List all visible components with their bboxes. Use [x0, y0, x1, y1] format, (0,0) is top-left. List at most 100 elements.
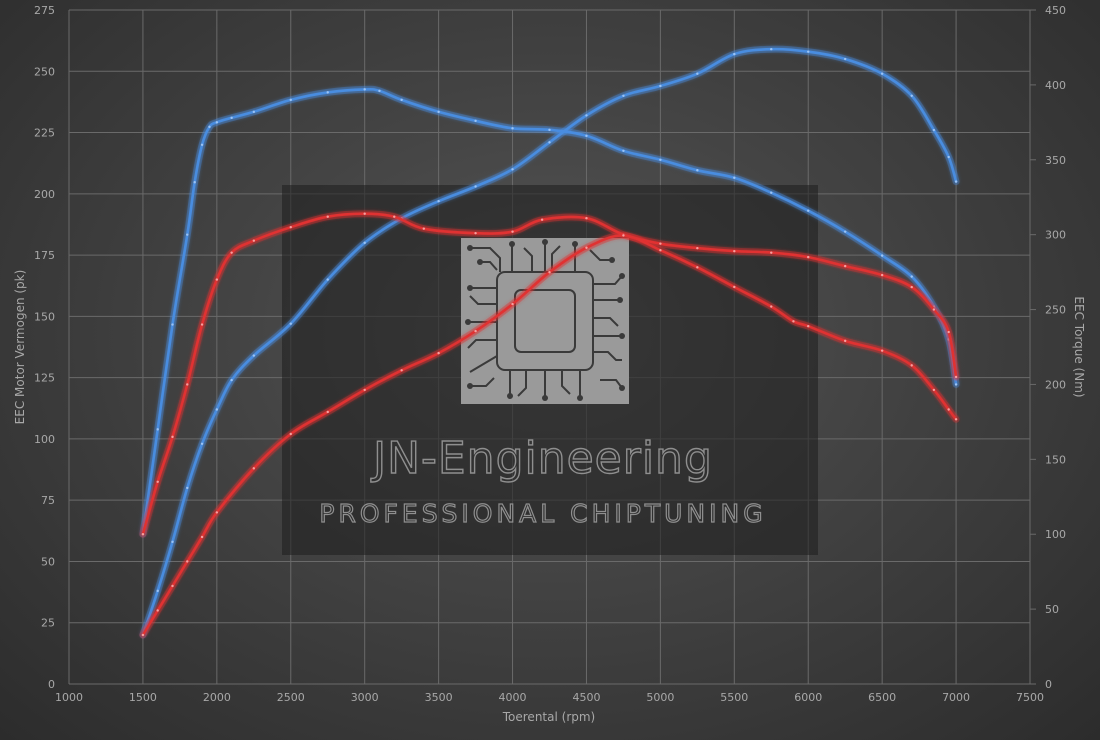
- series-3-point: [548, 271, 551, 274]
- series-0-point: [326, 91, 329, 94]
- series-0-point: [622, 149, 625, 152]
- series-0-point: [208, 125, 211, 129]
- y-left-tick-label: 25: [41, 617, 55, 630]
- series-2-point: [156, 480, 159, 483]
- series-3-point: [770, 305, 773, 308]
- y-left-tick-label: 0: [48, 678, 55, 691]
- y-left-tick-label: 75: [41, 494, 55, 507]
- series-0-point: [474, 119, 477, 123]
- series-1-point: [326, 278, 329, 281]
- series-2-point: [659, 242, 662, 245]
- series-0-point: [807, 209, 810, 212]
- series-0-point: [200, 143, 204, 146]
- series-2-point: [363, 212, 366, 215]
- series-3-point: [585, 246, 588, 249]
- x-tick-label: 3500: [425, 691, 453, 704]
- series-1-point: [947, 155, 950, 159]
- series-3-point: [156, 609, 159, 612]
- series-2-point: [511, 230, 514, 233]
- series-3-point: [622, 234, 625, 237]
- series-3-point: [954, 418, 958, 421]
- series-3-point: [474, 329, 477, 333]
- x-tick-label: 7000: [942, 691, 970, 704]
- watermark-subtitle: Professional chiptuning: [319, 499, 766, 528]
- series-0-point: [954, 383, 958, 386]
- series-2-point: [252, 239, 256, 242]
- watermark-title: JN-Engineering: [370, 433, 713, 484]
- x-tick-label: 7500: [1016, 691, 1044, 704]
- series-0-point: [880, 254, 884, 257]
- series-1-point: [585, 114, 588, 117]
- series-0-point: [659, 158, 662, 161]
- series-2-point: [932, 308, 936, 311]
- y-left-tick-label: 150: [34, 310, 55, 323]
- series-1-point: [156, 589, 159, 593]
- series-3-point: [215, 511, 219, 514]
- series-3-point: [186, 560, 189, 563]
- y-left-tick-label: 225: [34, 127, 55, 140]
- series-1-point: [230, 378, 233, 382]
- y-right-tick-label: 450: [1045, 4, 1066, 17]
- series-3-point: [511, 302, 514, 306]
- series-3-point: [932, 388, 936, 392]
- y-right-tick-label: 350: [1045, 154, 1066, 167]
- y-right-tick-label: 400: [1045, 79, 1066, 92]
- x-tick-label: 5500: [720, 691, 748, 704]
- series-1-point: [437, 199, 440, 203]
- series-2-point: [230, 251, 233, 254]
- x-tick-label: 1500: [129, 691, 157, 704]
- y-left-tick-label: 125: [34, 372, 55, 385]
- series-0-point: [437, 110, 440, 114]
- series-1-point: [880, 72, 884, 75]
- series-layer: [139, 45, 960, 639]
- y-right-tick-label: 150: [1045, 453, 1066, 466]
- y-right-tick-label: 250: [1045, 304, 1066, 317]
- series-3-point: [807, 324, 810, 328]
- series-3-point: [696, 266, 699, 269]
- series-0-point: [215, 121, 219, 124]
- series-3-point: [910, 364, 913, 367]
- series-2-point: [200, 323, 204, 326]
- series-1-point: [910, 94, 913, 97]
- series-1-point: [474, 185, 477, 188]
- series-1-point: [186, 486, 189, 490]
- series-1-point: [954, 180, 958, 183]
- y-axis-right-title: EEC Torque (Nm): [1072, 296, 1086, 397]
- x-tick-label: 3000: [351, 691, 379, 704]
- y-left-tick-label: 100: [34, 433, 55, 446]
- series-0-point: [289, 98, 292, 102]
- y-right-tick-label: 100: [1045, 528, 1066, 541]
- series-0-point: [186, 233, 189, 236]
- series-1-point: [548, 141, 551, 144]
- series-2-point: [947, 330, 950, 334]
- series-3-point: [200, 535, 204, 539]
- series-0-point: [156, 428, 159, 431]
- series-2-point: [186, 383, 189, 386]
- series-3-point: [252, 467, 256, 470]
- y-left-tick-label: 200: [34, 188, 55, 201]
- series-3-point: [141, 633, 145, 637]
- series-0-group: [139, 85, 960, 538]
- watermark-logo: JN-Engineering Professional chiptuning: [282, 185, 818, 555]
- series-1-point: [659, 84, 662, 88]
- series-0-point: [843, 230, 847, 233]
- x-tick-label: 6500: [868, 691, 896, 704]
- y-left-tick-label: 250: [34, 65, 55, 78]
- x-tick-label: 4000: [499, 691, 527, 704]
- series-0-point: [171, 323, 174, 326]
- series-2-point: [215, 278, 219, 281]
- series-2-point: [880, 273, 884, 277]
- series-3-point: [843, 339, 847, 343]
- series-2-point: [733, 249, 736, 253]
- series-1-point: [807, 50, 810, 53]
- series-2-point: [910, 285, 913, 289]
- series-1-group: [139, 45, 960, 639]
- series-2-point: [585, 216, 588, 220]
- series-3-point: [792, 320, 795, 323]
- series-1-point: [215, 408, 219, 411]
- series-2-point: [171, 435, 174, 439]
- series-1-point: [200, 442, 204, 446]
- series-3-point: [171, 584, 174, 588]
- series-3-point: [659, 248, 662, 252]
